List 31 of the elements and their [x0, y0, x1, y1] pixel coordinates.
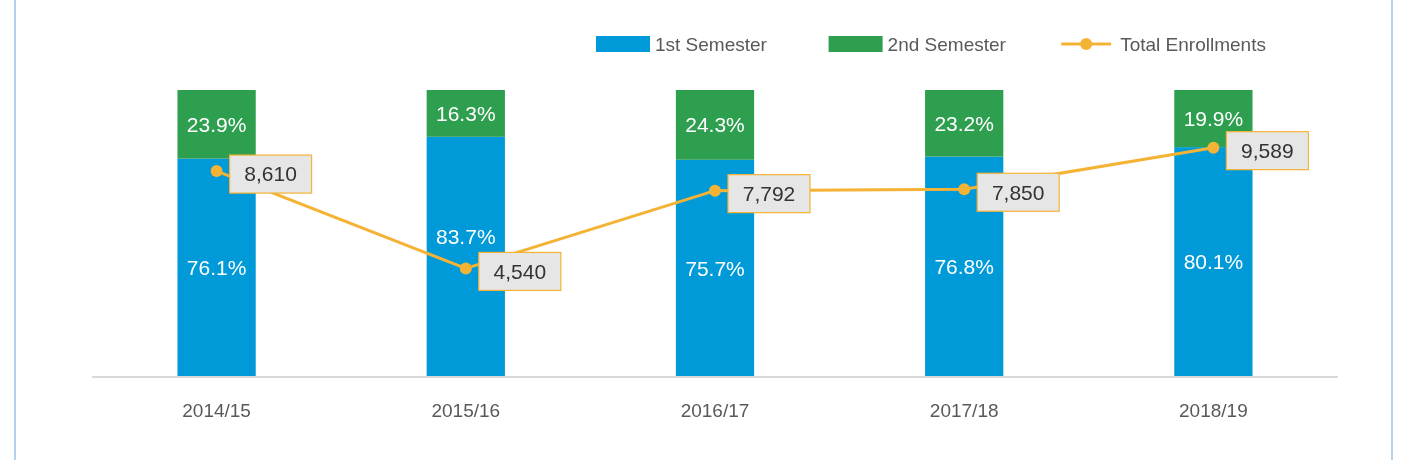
point [459, 262, 472, 275]
point [210, 165, 223, 178]
data-label: 19.9% [1183, 106, 1244, 130]
bar [177, 90, 256, 159]
data-label: 76.8% [934, 255, 994, 279]
data-label: 7,792 [742, 181, 796, 205]
data-label: 76.1% [186, 256, 247, 280]
x-tick-label: 2016/17 [680, 399, 750, 421]
point [1207, 141, 1220, 154]
x-tick-label: 2017/18 [929, 399, 999, 421]
bar [925, 90, 1004, 157]
legend-label: 2nd Semester [887, 33, 1007, 55]
point [709, 184, 721, 197]
data-label: 4,540 [493, 259, 547, 283]
x-tick-label: 2018/19 [1179, 399, 1248, 421]
data-label: 24.3% [685, 113, 745, 137]
data-label: 23.9% [186, 112, 247, 136]
point [958, 183, 971, 196]
data-label: 9,589 [1241, 139, 1294, 163]
x-tick-label: 2014/15 [182, 399, 251, 421]
data-label: 80.1% [1183, 250, 1244, 274]
legend-label: Total Enrollments [1120, 33, 1266, 55]
data-label: 16.3% [436, 101, 496, 125]
data-label: 7,850 [991, 180, 1045, 204]
x-tick-label: 2015/16 [431, 399, 501, 421]
data-label: 23.2% [934, 111, 994, 135]
legend-label: 1st Semester [655, 33, 768, 55]
data-label: 75.7% [685, 256, 745, 280]
data-label: 83.7% [436, 224, 496, 248]
bar [675, 90, 755, 160]
data-label: 8,610 [244, 162, 297, 186]
